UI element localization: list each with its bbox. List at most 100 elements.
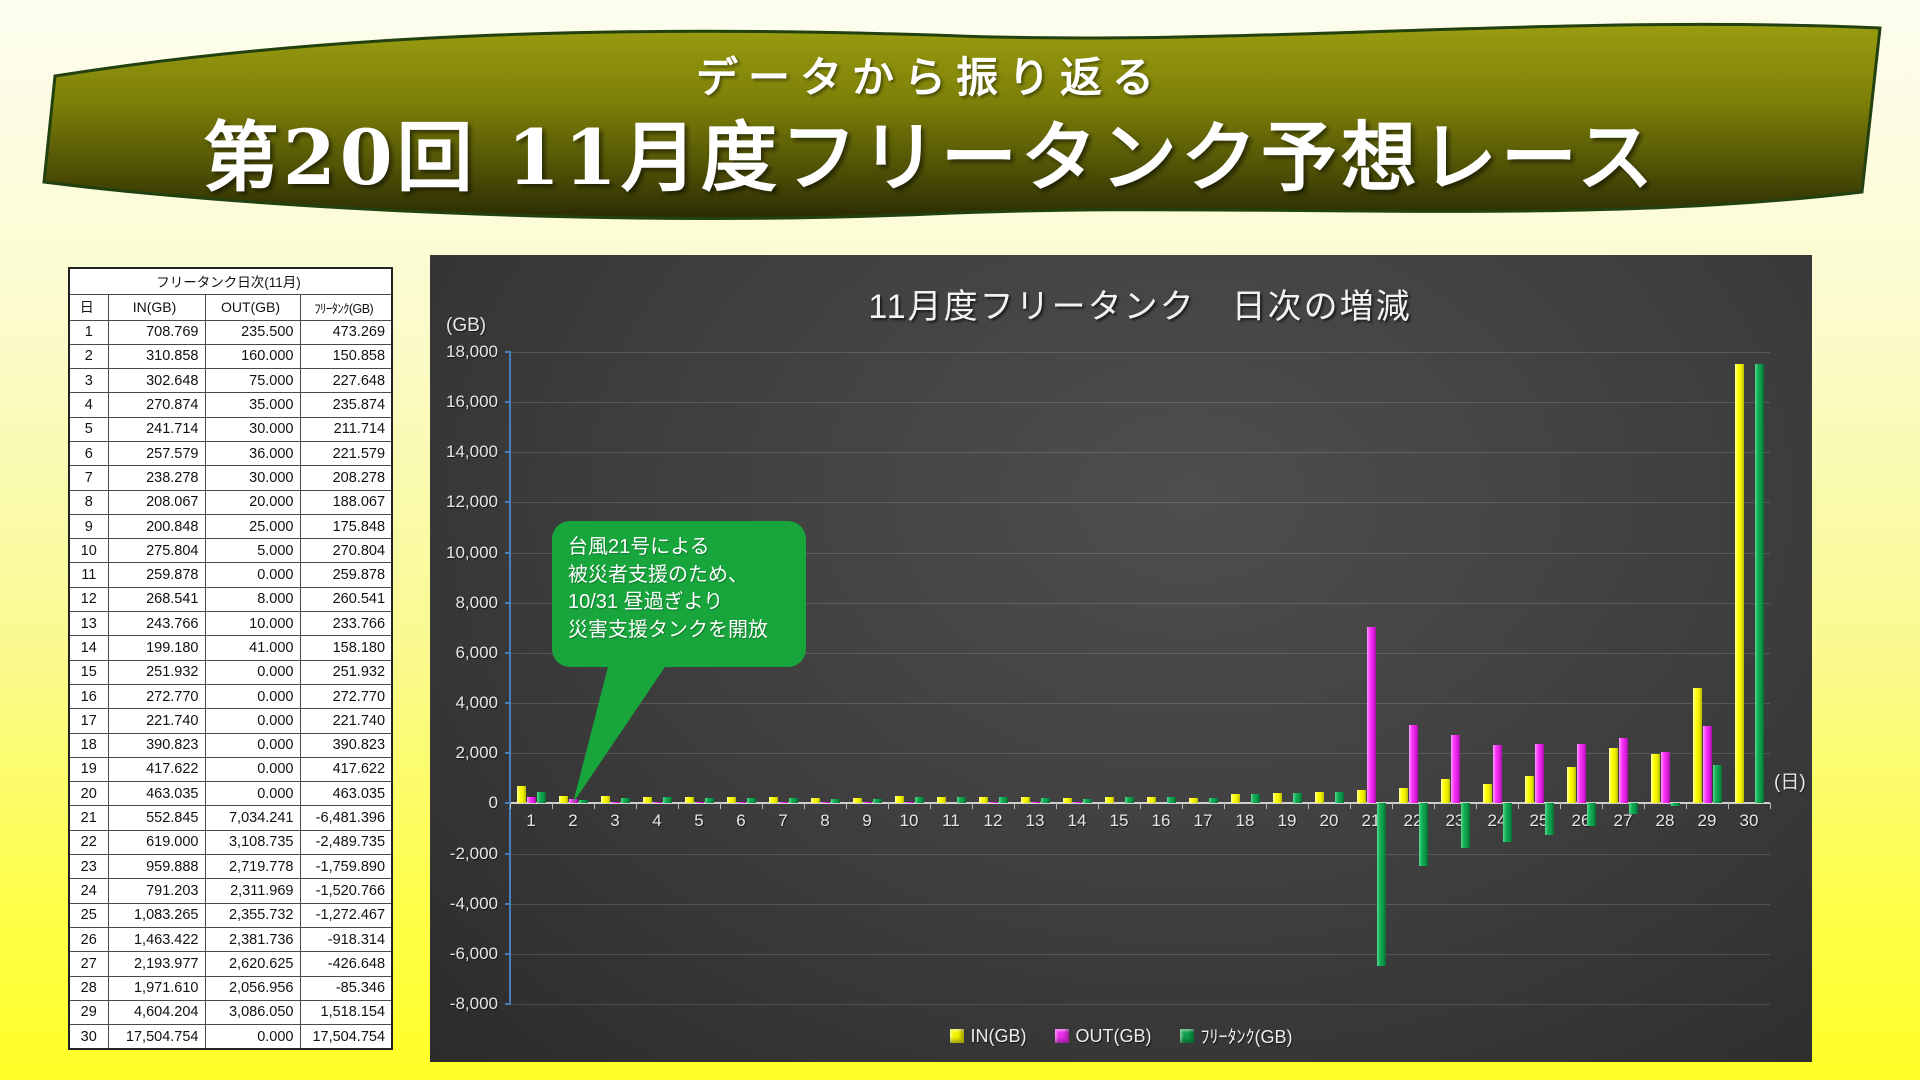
bar-OUT(GB)-day26 (1576, 743, 1586, 804)
x-axis-label: 24 (1487, 811, 1507, 831)
y-axis-label: -4,000 (449, 893, 498, 913)
chart-legend: IN(GB) OUT(GB) ﾌﾘｰﾀﾝｸ(GB) (430, 1023, 1812, 1049)
gridline (510, 753, 1770, 755)
table-row: 25 1,083.265 2,355.732 -1,272.467 (68, 902, 393, 928)
cell-value: 150.858 (299, 343, 393, 370)
table-row: 11 259.878 0.000 259.878 (68, 562, 393, 588)
bar-IN(GB)-day9 (852, 798, 862, 804)
cell-value: 251.932 (107, 659, 206, 685)
x-axis-label: 16 (1151, 811, 1171, 831)
y-axis-label: 4,000 (455, 693, 498, 713)
cell-value: 2,381.736 (204, 926, 301, 953)
cell-day: 19 (68, 756, 109, 783)
bar-OUT(GB)-day21 (1366, 626, 1376, 804)
bar-OUT(GB)-day27 (1618, 737, 1628, 804)
x-axis-tick (552, 803, 553, 810)
bar-IN(GB)-day26 (1566, 766, 1576, 804)
bar-OUT(GB)-day5 (694, 802, 704, 804)
cell-day: 1 (68, 319, 109, 345)
cell-day: 2 (68, 343, 109, 370)
y-axis-tick (505, 702, 511, 705)
cell-value: 3,086.050 (204, 999, 301, 1026)
bar-IN(GB)-day7 (768, 797, 778, 804)
table-row: 23 959.888 2,719.778 -1,759.890 (68, 854, 393, 880)
chart-title: 11月度フリータンク 日次の増減 (868, 288, 1412, 326)
cell-day: 12 (68, 586, 109, 613)
cell-day: 10 (68, 538, 109, 564)
bar-OUT(GB)-day12 (988, 802, 998, 804)
x-axis-label: 21 (1361, 811, 1381, 831)
plot-area: 18,000 16,000 14,000 12,000 10,000 8,000 6,000… (446, 342, 1771, 1013)
cell-day: 14 (68, 635, 109, 661)
y-axis-label: 16,000 (446, 392, 498, 412)
gridline (510, 352, 1770, 353)
x-axis-label: 19 (1277, 811, 1297, 831)
y-axis-tick (505, 752, 511, 755)
y-axis-label: 14,000 (446, 442, 498, 462)
banner-ribbon-shape (42, 22, 1882, 220)
cell-value: 1,083.265 (107, 902, 206, 928)
bar-ﾌﾘｰﾀﾝｸ(GB)-day8 (830, 798, 840, 804)
cell-value: 208.067 (107, 489, 206, 515)
table-row: 12 268.541 8.000 260.541 (68, 586, 393, 613)
banner-subtitle: データから振り返る (695, 53, 1164, 102)
cell-value: 17,504.754 (107, 1024, 206, 1050)
cell-value: 10.000 (204, 611, 301, 637)
x-axis-tick (1476, 803, 1477, 810)
x-axis-tick (930, 803, 931, 810)
y-axis-tick (505, 952, 511, 955)
table-row: 13 243.766 10.000 233.766 (68, 611, 393, 637)
x-axis-unit-label: (日) (1774, 772, 1806, 793)
chart-panel: 11月度フリータンク 日次の増減 (GB) (日) 18,000 16,000 14… (430, 255, 1812, 1062)
x-axis-tick (1728, 803, 1729, 810)
cell-value: 35.000 (204, 392, 301, 418)
x-axis-tick (1602, 803, 1603, 810)
x-axis-label: 17 (1193, 811, 1213, 831)
x-axis-label: 1 (526, 811, 536, 831)
gridline (510, 703, 1770, 705)
cell-value: 0.000 (204, 1024, 301, 1050)
cell-value: 75.000 (204, 368, 301, 394)
cell-value: 221.740 (299, 708, 393, 734)
gridline (510, 502, 1770, 504)
x-axis-label: 13 (1025, 811, 1045, 831)
cell-value: -1,272.467 (299, 902, 393, 928)
freetank-daily-table: フリータンク日次(11月) 日 IN(GB) OUT(GB) ﾌﾘｰﾀﾝｸ(GB… (68, 267, 394, 1050)
table-row: 18 390.823 0.000 390.823 (68, 732, 393, 758)
table-row: 24 791.203 2,311.969 -1,520.766 (68, 878, 393, 904)
bar-OUT(GB)-day9 (862, 802, 872, 804)
cell-value: 272.770 (299, 683, 393, 710)
bar-ﾌﾘｰﾀﾝｸ(GB)-day23 (1460, 803, 1470, 848)
cell-value: 41.000 (204, 635, 301, 661)
cell-value: 259.878 (107, 562, 206, 588)
bar-IN(GB)-day25 (1524, 776, 1534, 804)
cell-value: 2,311.969 (204, 878, 301, 904)
cell-value: 275.804 (107, 538, 206, 564)
cell-value: 211.714 (299, 416, 393, 442)
x-axis-tick (888, 803, 889, 810)
x-axis-tick (510, 803, 511, 810)
bar-ﾌﾘｰﾀﾝｸ(GB)-day15 (1124, 797, 1134, 804)
cell-value: 238.278 (107, 465, 206, 491)
y-axis-label: -8,000 (449, 994, 498, 1013)
cell-value: 0.000 (204, 732, 301, 758)
cell-value: -6,481.396 (299, 805, 393, 831)
y-axis-label: 0 (488, 793, 498, 813)
bar-ﾌﾘｰﾀﾝｸ(GB)-day28 (1670, 803, 1680, 806)
x-axis-label: 28 (1655, 811, 1675, 831)
gridline (510, 903, 1770, 905)
table-title-row: フリータンク日次(11月) (68, 267, 393, 295)
x-axis-tick (1644, 803, 1645, 810)
cell-day: 8 (68, 489, 109, 515)
cell-value: 2,620.625 (204, 951, 301, 977)
cell-value: -2,489.735 (299, 829, 393, 856)
cell-value: 227.648 (299, 368, 393, 394)
table-row: 2 310.858 160.000 150.858 (68, 343, 393, 370)
cell-value: 221.740 (107, 708, 206, 734)
cell-value: 0.000 (204, 659, 301, 685)
cell-day: 24 (68, 878, 109, 904)
cell-value: 175.848 (299, 513, 393, 540)
cell-value: 188.067 (299, 489, 393, 515)
cell-value: 708.769 (107, 319, 206, 345)
cell-value: 552.845 (107, 805, 206, 831)
